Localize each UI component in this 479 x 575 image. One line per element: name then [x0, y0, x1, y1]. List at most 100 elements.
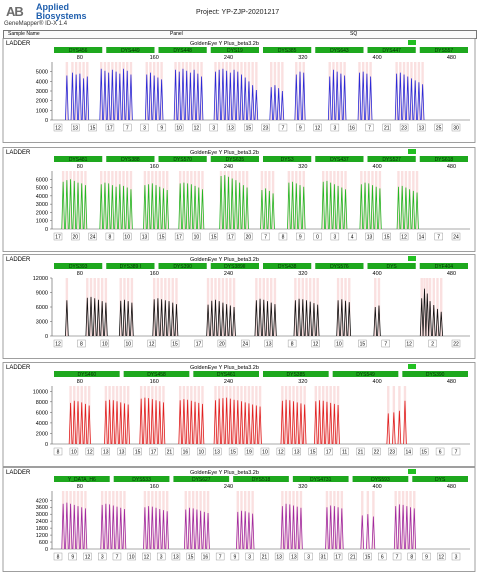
allele-label-box[interactable]: [319, 552, 328, 561]
peak[interactable]: [199, 76, 204, 121]
peak[interactable]: [287, 182, 291, 230]
allele-label-box[interactable]: [245, 552, 254, 561]
peak[interactable]: [425, 293, 430, 337]
peak[interactable]: [239, 401, 244, 445]
peak[interactable]: [254, 300, 259, 337]
peak[interactable]: [308, 301, 313, 337]
peak[interactable]: [336, 300, 340, 337]
peak[interactable]: [422, 288, 427, 337]
peak[interactable]: [405, 506, 409, 550]
peak[interactable]: [237, 182, 242, 230]
allele-label-box[interactable]: [334, 339, 344, 348]
peak[interactable]: [347, 302, 352, 337]
allele-label-box[interactable]: [140, 232, 149, 241]
peak[interactable]: [126, 404, 130, 445]
peak[interactable]: [150, 183, 155, 230]
allele-label-box[interactable]: [71, 123, 80, 132]
peak[interactable]: [143, 507, 147, 550]
peak[interactable]: [280, 506, 285, 550]
peak[interactable]: [81, 78, 86, 121]
allele-label-box[interactable]: [181, 447, 190, 456]
peak[interactable]: [152, 75, 156, 121]
peak[interactable]: [321, 181, 326, 230]
peak[interactable]: [284, 503, 288, 550]
peak[interactable]: [209, 300, 214, 337]
allele-label-box[interactable]: [127, 552, 136, 561]
peak[interactable]: [104, 503, 108, 550]
allele-label-box[interactable]: [165, 447, 174, 456]
allele-label-box[interactable]: [53, 447, 63, 456]
peak[interactable]: [104, 400, 108, 445]
allele-label-box[interactable]: [304, 552, 313, 561]
peak[interactable]: [118, 73, 122, 121]
peak[interactable]: [195, 509, 199, 550]
peak[interactable]: [336, 404, 340, 445]
allele-label-box[interactable]: [365, 232, 374, 241]
peak[interactable]: [393, 506, 398, 550]
peak[interactable]: [250, 513, 255, 550]
allele-label-box[interactable]: [382, 123, 391, 132]
peak[interactable]: [386, 413, 391, 445]
allele-label-box[interactable]: [274, 552, 284, 561]
allele-label-box[interactable]: [192, 123, 201, 132]
peak[interactable]: [409, 78, 414, 121]
peak[interactable]: [267, 190, 272, 230]
peak[interactable]: [224, 70, 229, 121]
marker-bar[interactable]: [233, 476, 289, 482]
allele-label-box[interactable]: [68, 552, 77, 561]
peak[interactable]: [419, 298, 424, 337]
peak[interactable]: [189, 400, 194, 445]
peak[interactable]: [146, 398, 151, 445]
marker-bar[interactable]: [315, 47, 364, 53]
peak[interactable]: [284, 399, 288, 445]
peak[interactable]: [83, 185, 88, 230]
peak[interactable]: [103, 182, 107, 230]
peak[interactable]: [232, 69, 236, 121]
peak[interactable]: [156, 298, 160, 337]
peak[interactable]: [327, 76, 332, 121]
peak[interactable]: [403, 400, 407, 445]
peak[interactable]: [243, 511, 248, 550]
peak[interactable]: [232, 306, 236, 337]
allele-label-box[interactable]: [260, 552, 269, 561]
peak[interactable]: [165, 511, 169, 550]
peak[interactable]: [118, 184, 122, 230]
peak[interactable]: [232, 399, 236, 445]
peak[interactable]: [239, 74, 244, 121]
peak[interactable]: [361, 71, 365, 121]
peak[interactable]: [72, 504, 77, 550]
peak[interactable]: [83, 403, 88, 445]
allele-label-box[interactable]: [149, 447, 158, 456]
allele-label-box[interactable]: [388, 447, 397, 456]
allele-label-box[interactable]: [313, 232, 322, 241]
peak[interactable]: [213, 71, 218, 121]
peak[interactable]: [294, 183, 299, 230]
allele-label-box[interactable]: [451, 123, 461, 132]
peak[interactable]: [200, 189, 205, 230]
peak[interactable]: [79, 183, 84, 230]
peak[interactable]: [182, 399, 186, 445]
allele-label-box[interactable]: [422, 552, 431, 561]
peak[interactable]: [360, 515, 365, 550]
peak[interactable]: [167, 301, 171, 337]
peak[interactable]: [106, 183, 111, 230]
peak[interactable]: [196, 187, 201, 230]
allele-label-box[interactable]: [69, 447, 79, 456]
peak[interactable]: [185, 399, 190, 445]
peak[interactable]: [377, 305, 381, 337]
peak[interactable]: [397, 504, 402, 550]
allele-label-box[interactable]: [226, 123, 236, 132]
peak[interactable]: [122, 299, 127, 337]
peak[interactable]: [312, 303, 316, 337]
allele-label-box[interactable]: [434, 232, 443, 241]
peak[interactable]: [125, 70, 130, 121]
peak[interactable]: [336, 507, 340, 550]
allele-label-box[interactable]: [372, 447, 381, 456]
allele-label-box[interactable]: [53, 339, 63, 348]
peak[interactable]: [72, 400, 77, 445]
marker-bar[interactable]: [263, 263, 312, 269]
peak[interactable]: [107, 504, 112, 550]
peak[interactable]: [299, 403, 303, 445]
peak[interactable]: [189, 184, 194, 230]
marker-bar[interactable]: [367, 263, 416, 269]
